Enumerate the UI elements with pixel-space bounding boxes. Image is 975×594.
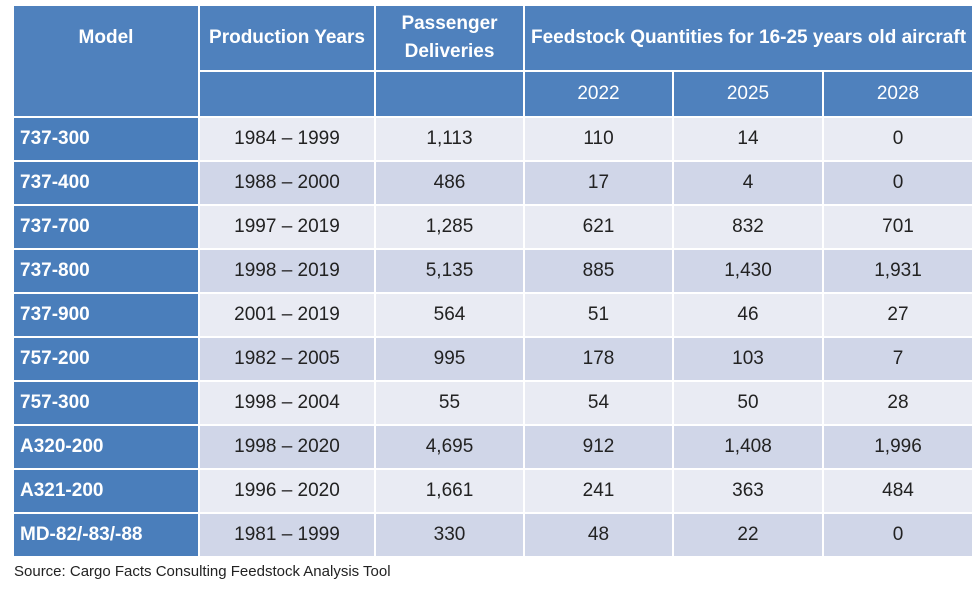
deliveries-cell: 5,135: [374, 248, 525, 294]
feedstock-2028-cell: 7: [822, 336, 974, 382]
header-feedstock: Feedstock Quantities for 16-25 years old…: [523, 4, 974, 72]
production-years-cell: 1982 – 2005: [198, 336, 376, 382]
feedstock-2028-cell: 0: [822, 116, 974, 162]
model-cell: 737-300: [12, 116, 200, 162]
feedstock-2025-cell: 50: [672, 380, 824, 426]
deliveries-cell: 564: [374, 292, 525, 338]
table-row: 757-200 1982 – 2005 995 178 103 7: [12, 336, 974, 382]
feedstock-2022-cell: 621: [523, 204, 674, 250]
feedstock-2028-cell: 701: [822, 204, 974, 250]
model-cell: MD-82/-83/-88: [12, 512, 200, 558]
feedstock-2022-cell: 48: [523, 512, 674, 558]
production-years-cell: 1984 – 1999: [198, 116, 376, 162]
source-note: Source: Cargo Facts Consulting Feedstock…: [14, 563, 391, 580]
production-years-cell: 1998 – 2020: [198, 424, 376, 470]
model-cell: A320-200: [12, 424, 200, 470]
feedstock-2022-cell: 110: [523, 116, 674, 162]
table-row: 757-300 1998 – 2004 55 54 50 28: [12, 380, 974, 426]
deliveries-cell: 486: [374, 160, 525, 206]
table-body: 737-300 1984 – 1999 1,113 110 14 0 737-400 1988…: [12, 116, 974, 558]
table-row: 737-800 1998 – 2019 5,135 885 1,430 1,931: [12, 248, 974, 294]
header-year-2028: 2028: [822, 70, 974, 118]
feedstock-2022-cell: 17: [523, 160, 674, 206]
feedstock-2025-cell: 4: [672, 160, 824, 206]
feedstock-2028-cell: 27: [822, 292, 974, 338]
feedstock-2028-cell: 28: [822, 380, 974, 426]
production-years-cell: 1996 – 2020: [198, 468, 376, 514]
production-years-cell: 1998 – 2019: [198, 248, 376, 294]
feedstock-2025-cell: 1,430: [672, 248, 824, 294]
header-blank-deliveries: [374, 70, 525, 118]
header-model: Model: [12, 4, 200, 118]
deliveries-cell: 55: [374, 380, 525, 426]
feedstock-2028-cell: 0: [822, 160, 974, 206]
model-cell: 757-200: [12, 336, 200, 382]
deliveries-cell: 1,113: [374, 116, 525, 162]
table-row: MD-82/-83/-88 1981 – 1999 330 48 22 0: [12, 512, 974, 558]
feedstock-2022-cell: 51: [523, 292, 674, 338]
feedstock-2022-cell: 178: [523, 336, 674, 382]
deliveries-cell: 1,661: [374, 468, 525, 514]
deliveries-cell: 4,695: [374, 424, 525, 470]
production-years-cell: 1997 – 2019: [198, 204, 376, 250]
production-years-cell: 2001 – 2019: [198, 292, 376, 338]
model-cell: 737-700: [12, 204, 200, 250]
feedstock-table: Model Production Years Passenger Deliver…: [12, 4, 974, 558]
feedstock-2022-cell: 885: [523, 248, 674, 294]
feedstock-2025-cell: 103: [672, 336, 824, 382]
feedstock-2028-cell: 1,931: [822, 248, 974, 294]
feedstock-2028-cell: 1,996: [822, 424, 974, 470]
feedstock-2025-cell: 363: [672, 468, 824, 514]
production-years-cell: 1981 – 1999: [198, 512, 376, 558]
feedstock-table-container: Model Production Years Passenger Deliver…: [12, 4, 974, 558]
production-years-cell: 1998 – 2004: [198, 380, 376, 426]
feedstock-2022-cell: 54: [523, 380, 674, 426]
table-row: 737-700 1997 – 2019 1,285 621 832 701: [12, 204, 974, 250]
model-cell: 757-300: [12, 380, 200, 426]
feedstock-2022-cell: 912: [523, 424, 674, 470]
model-cell: A321-200: [12, 468, 200, 514]
feedstock-2022-cell: 241: [523, 468, 674, 514]
deliveries-cell: 330: [374, 512, 525, 558]
model-cell: 737-900: [12, 292, 200, 338]
header-blank-years: [198, 70, 376, 118]
feedstock-2025-cell: 832: [672, 204, 824, 250]
feedstock-2028-cell: 0: [822, 512, 974, 558]
deliveries-cell: 1,285: [374, 204, 525, 250]
table-row: A321-200 1996 – 2020 1,661 241 363 484: [12, 468, 974, 514]
production-years-cell: 1988 – 2000: [198, 160, 376, 206]
model-cell: 737-400: [12, 160, 200, 206]
feedstock-2028-cell: 484: [822, 468, 974, 514]
deliveries-cell: 995: [374, 336, 525, 382]
feedstock-2025-cell: 46: [672, 292, 824, 338]
table-row: 737-300 1984 – 1999 1,113 110 14 0: [12, 116, 974, 162]
feedstock-2025-cell: 1,408: [672, 424, 824, 470]
feedstock-2025-cell: 14: [672, 116, 824, 162]
header-year-2025: 2025: [672, 70, 824, 118]
table-row: 737-900 2001 – 2019 564 51 46 27: [12, 292, 974, 338]
table-row: A320-200 1998 – 2020 4,695 912 1,408 1,996: [12, 424, 974, 470]
header-year-2022: 2022: [523, 70, 674, 118]
header-passenger-deliveries: Passenger Deliveries: [374, 4, 525, 72]
model-cell: 737-800: [12, 248, 200, 294]
header-production-years: Production Years: [198, 4, 376, 72]
table-row: 737-400 1988 – 2000 486 17 4 0: [12, 160, 974, 206]
feedstock-2025-cell: 22: [672, 512, 824, 558]
